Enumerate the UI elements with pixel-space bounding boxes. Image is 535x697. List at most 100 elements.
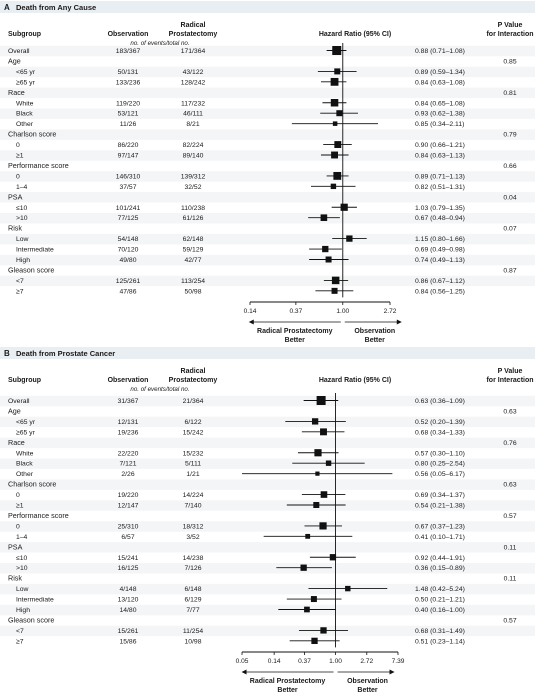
table-row: 0 146/310 139/312 0.89 (0.71–1.13) <box>16 172 465 180</box>
row-label: 0 <box>16 523 20 530</box>
header-observation: Observation <box>108 377 149 384</box>
hr-point-square <box>319 522 327 530</box>
row-label: Intermediate <box>16 247 54 254</box>
row-band <box>0 233 535 245</box>
prostatectomy-events: 14/224 <box>183 492 204 499</box>
observation-events: 183/367 <box>116 48 141 55</box>
p-interaction-value: 0.07 <box>503 226 516 233</box>
hazard-ratio-ci: 1.48 (0.42–5.24) <box>415 586 465 593</box>
row-label: ≥7 <box>16 638 24 645</box>
left-arrow-head-icon <box>248 319 254 325</box>
observation-events: 37/57 <box>119 184 136 191</box>
subgroup-heading: Charlson score 0.79 <box>8 130 517 139</box>
header-p-value: P Value for Interaction <box>486 368 533 384</box>
prostatectomy-events: 139/312 <box>181 173 206 180</box>
hr-point-square <box>310 596 317 603</box>
hazard-ratio-ci: 0.89 (0.71–1.13) <box>415 173 465 180</box>
table-row: Black 7/121 5/111 0.80 (0.25–2.54) <box>16 460 465 468</box>
subgroup-heading: Age 0.85 <box>8 56 517 65</box>
row-band <box>0 395 535 407</box>
prostatectomy-events: 5/111 <box>185 461 201 468</box>
prostatectomy-events: 8/21 <box>186 121 199 128</box>
header-observation: Observation <box>108 31 149 38</box>
hr-point-square <box>315 471 320 476</box>
observation-events: 86/220 <box>118 142 139 149</box>
p-interaction-value: 0.11 <box>504 576 517 583</box>
observation-events: 2/26 <box>121 471 134 478</box>
row-label: ≥65 yr <box>16 429 36 436</box>
hr-point-square <box>320 491 328 498</box>
x-axis-tick-label: 0.37 <box>298 658 311 665</box>
row-label: ≥65 yr <box>16 79 36 86</box>
table-row: Other 2/26 1/21 0.56 (0.05–6.17) <box>16 471 465 478</box>
prostatectomy-events: 171/364 <box>181 48 206 55</box>
observation-events: 101/241 <box>116 205 141 212</box>
subgroup-label: PSA <box>8 542 23 551</box>
row-band <box>0 129 535 140</box>
panel-title: Death from Any Cause <box>16 3 96 12</box>
row-band <box>0 500 535 511</box>
prostatectomy-events: 11/254 <box>183 628 204 635</box>
observation-events: 12/131 <box>118 419 139 426</box>
hr-point-square <box>311 418 319 425</box>
table-row: High 49/80 42/77 0.74 (0.49–1.13) <box>16 256 465 264</box>
observation-events: 47/86 <box>119 288 136 295</box>
subgroup-label: PSA <box>8 192 23 201</box>
observation-events: 119/220 <box>116 100 140 107</box>
subgroup-label: Risk <box>8 574 22 583</box>
prostatectomy-events: 117/232 <box>181 100 205 107</box>
table-row: Low 54/148 62/148 1.15 (0.80–1.66) <box>16 235 465 243</box>
hazard-ratio-ci: 0.84 (0.56–1.25) <box>415 288 465 295</box>
subgroup-heading: PSA 0.04 <box>8 192 517 201</box>
row-label: Other <box>16 471 34 478</box>
hr-point-square <box>330 99 339 107</box>
hazard-ratio-ci: 0.69 (0.49–0.98) <box>415 247 465 254</box>
p-interaction-value: 0.04 <box>503 194 516 201</box>
row-label: 0 <box>16 173 20 180</box>
table-row: 1–4 6/57 3/52 0.41 (0.10–1.71) <box>16 534 465 541</box>
hazard-ratio-ci: 0.67 (0.48–0.94) <box>415 215 465 222</box>
observation-events: 16/125 <box>118 565 139 572</box>
left-favours-label: Radical Prostatectomy Better <box>257 328 333 344</box>
observation-events: 25/310 <box>118 523 139 530</box>
hazard-ratio-ci: 0.88 (0.71–1.08) <box>415 48 465 55</box>
p-interaction-value: 0.57 <box>503 617 516 624</box>
hazard-ratio-ci: 0.36 (0.15–0.89) <box>415 565 465 572</box>
subgroup-label: Charlson score <box>8 130 56 139</box>
subgroup-heading: Age 0.63 <box>8 406 517 415</box>
subgroup-label: Race <box>8 88 25 97</box>
prostatectomy-events: 15/242 <box>183 429 204 436</box>
hr-point-square <box>322 245 329 253</box>
row-label: Black <box>16 111 33 118</box>
right-favours-label: Observation Better <box>347 678 388 694</box>
p-interaction-value: 0.76 <box>503 440 516 447</box>
observation-events: 13/120 <box>118 597 139 604</box>
header-subgroup: Subgroup <box>8 377 41 384</box>
prostatectomy-events: 3/52 <box>186 534 199 541</box>
prostatectomy-events: 46/111 <box>183 111 203 118</box>
hr-point-square <box>304 606 310 613</box>
hazard-ratio-ci: 0.85 (0.34–2.11) <box>415 121 464 128</box>
row-label: >10 <box>16 215 28 222</box>
row-label: 0 <box>16 142 20 149</box>
hr-point-square <box>345 585 351 592</box>
table-row: White 119/220 117/232 0.84 (0.65–1.08) <box>16 99 465 107</box>
row-band <box>0 254 535 266</box>
table-row: 1–4 37/57 32/52 0.82 (0.51–1.31) <box>16 183 465 191</box>
observation-events: 125/261 <box>116 278 141 285</box>
table-row: ≤10 101/241 110/238 1.03 (0.79–1.35) <box>16 203 465 212</box>
subgroup-label: Risk <box>8 224 22 233</box>
panel-letter: B <box>4 349 10 358</box>
hazard-ratio-ci: 0.92 (0.44–1.91) <box>415 555 465 562</box>
row-band <box>0 458 535 469</box>
p-interaction-value: 0.63 <box>503 482 516 489</box>
hr-point-square <box>332 46 342 55</box>
right-arrow-head-icon <box>389 669 395 675</box>
hr-point-square <box>330 77 339 86</box>
row-band <box>0 171 535 182</box>
row-label: >10 <box>16 565 28 572</box>
table-row: 0 19/220 14/224 0.69 (0.34–1.37) <box>16 491 465 499</box>
row-band <box>0 604 535 616</box>
hazard-ratio-ci: 0.90 (0.66–1.21) <box>415 142 465 149</box>
hr-point-square <box>325 460 332 466</box>
